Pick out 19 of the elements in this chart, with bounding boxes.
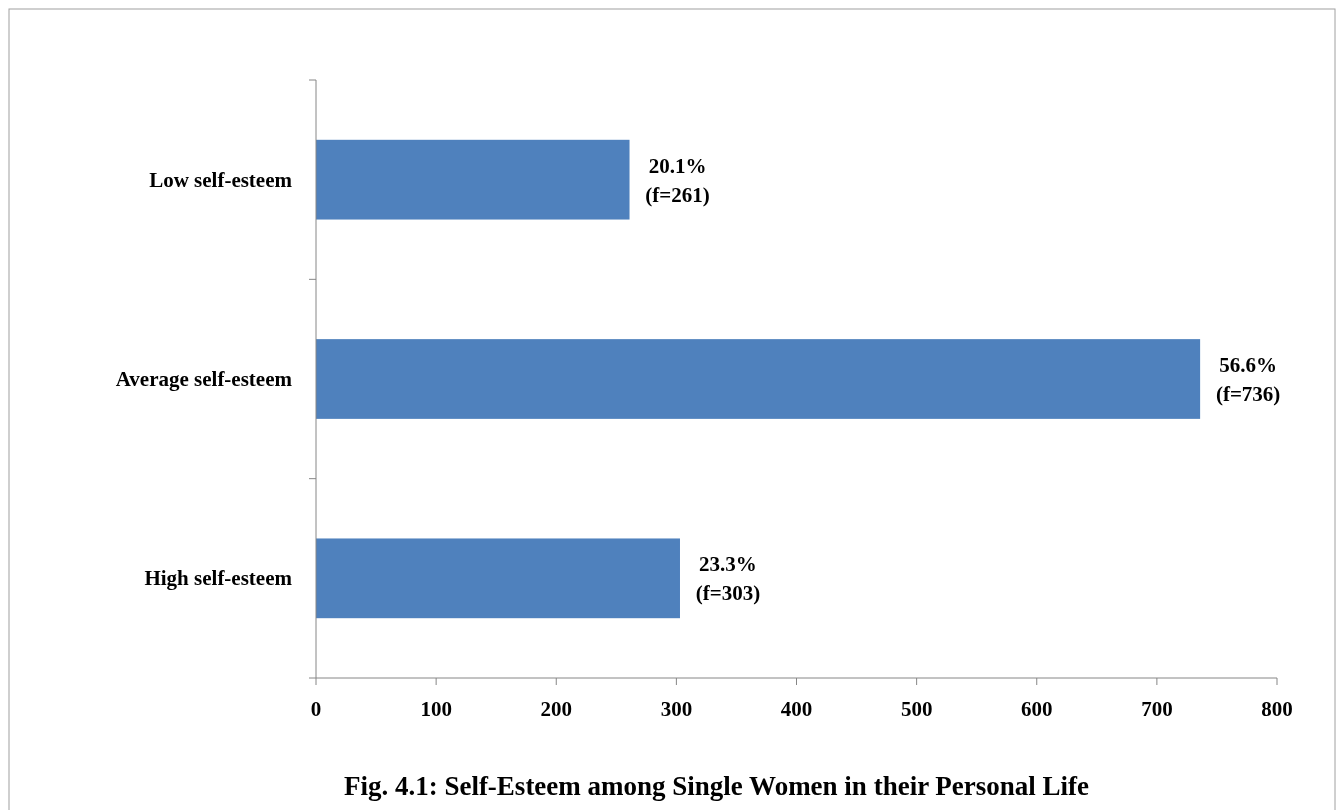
x-tick-label: 500	[900, 697, 933, 721]
y-tick-label: Average self-esteem	[115, 367, 293, 391]
data-label: 56.6% (f=736)	[1215, 353, 1281, 406]
bar	[316, 139, 630, 220]
y-tick-label: High self-esteem	[144, 566, 293, 591]
text: Fig. 4.1: Self-Esteem among Single Women in their Personal Life	[343, 771, 1090, 801]
x-tick-label: 0	[310, 697, 322, 721]
x-tick-label: 400	[780, 697, 813, 721]
bar	[316, 538, 680, 619]
x-tick-label: 600	[1021, 697, 1053, 721]
x-tick-label: 100	[420, 697, 452, 721]
x-tick-label: 700	[1141, 697, 1173, 721]
x-tick-label: 300	[660, 697, 693, 721]
bar	[316, 339, 1201, 419]
x-tick-label: 200	[540, 697, 572, 721]
x-tick-label: 800	[1261, 697, 1293, 721]
data-label: 23.3% (f=303)	[695, 552, 761, 606]
y-tick-label: Low self-esteem	[149, 167, 293, 192]
data-label: 20.1% (f=261)	[645, 153, 710, 207]
